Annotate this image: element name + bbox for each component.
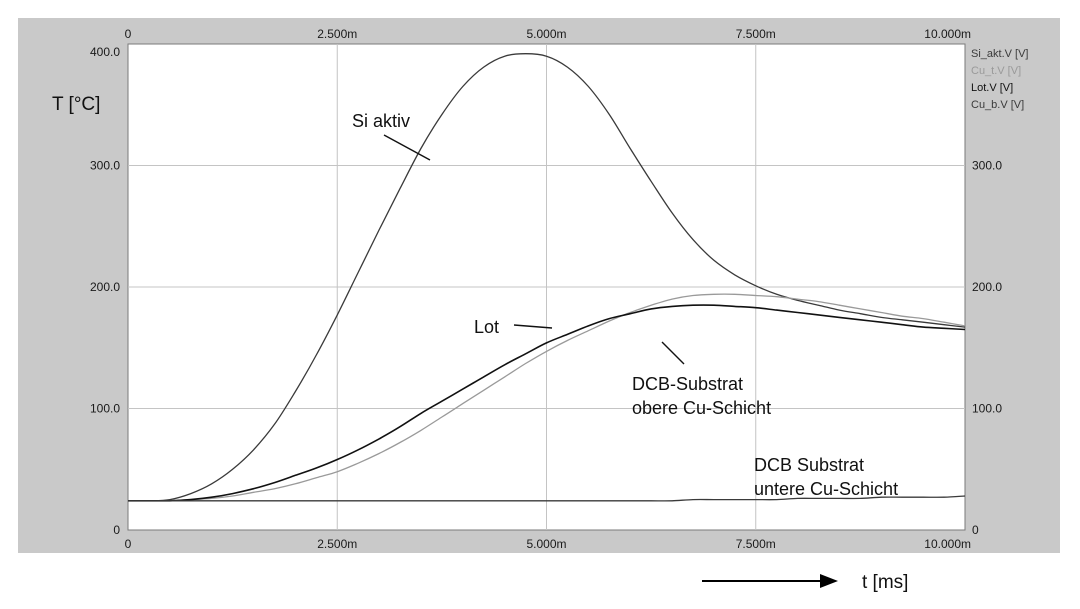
annotation-leader-dcb-top [661,341,685,365]
y-tick-label-left: 0 [113,523,120,537]
annotation-dcb-top-line: DCB-Substrat [632,374,743,394]
legend-entry: Si_akt.V [V] [971,48,1028,60]
grid-lines [128,44,965,530]
x-tick-label-top: 2.500m [317,27,357,41]
legend-entry: Cu_t.V [V] [971,65,1021,77]
y-tick-label-left: 300.0 [90,159,120,173]
y-tick-label-right: 300.0 [972,159,1002,173]
time-arrow [702,574,838,588]
x-tick-label-top: 7.500m [736,27,776,41]
annotation-lot-line: Lot [474,317,499,337]
annotation-si-line: Si aktiv [352,111,410,131]
x-tick-label-bottom: 7.500m [736,537,776,551]
series-line-lot [127,304,966,502]
annotation-dcb-bottom-line: untere Cu-Schicht [754,479,898,499]
x-tick-label-top: 5.000m [526,27,566,41]
y-tick-label-right: 100.0 [972,402,1002,416]
annotations: Si aktiv Lot DCB-Substrat obere Cu-Schicht D… [352,111,898,499]
y-tick-label-right: 0 [972,523,979,537]
y-axis-label: T [°C] [52,94,100,115]
y-tick-label-right: 200.0 [972,280,1002,294]
y-ticks-left: 0 100.0 200.0 300.0 400.0 [90,45,120,537]
y-ticks-right: 0 100.0 200.0 300.0 [972,159,1002,538]
annotation-dcb-top-line: obere Cu-Schicht [632,398,771,418]
x-ticks-top: 0 2.500m 5.000m 7.500m 10.000m [125,27,971,41]
y-tick-label-left: 200.0 [90,280,120,294]
legend-entry: Cu_b.V [V] [971,99,1024,111]
series-line-cu-top [127,293,966,502]
x-axis-label: t [ms] [862,572,908,593]
x-tick-label-top: 10.000m [924,27,971,41]
x-ticks-bottom: 0 2.500m 5.000m 7.500m 10.000m [125,537,971,551]
x-tick-label-bottom: 2.500m [317,537,357,551]
arrow-head [820,574,838,588]
legend-entry: Lot.V [V] [971,82,1013,94]
series-line-si-aktiv [127,53,966,502]
series-layer [127,53,966,502]
y-tick-label-left: 400.0 [90,45,120,59]
x-tick-label-bottom: 0 [125,537,132,551]
series-line-cu-bottom [127,495,966,502]
y-tick-label-left: 100.0 [90,402,120,416]
annotation-dcb-bottom-line: DCB Substrat [754,455,864,475]
x-tick-label-bottom: 10.000m [924,537,971,551]
annotation-leader-lot [513,324,553,329]
annotation-leader-si [383,134,431,161]
legend: Si_akt.V [V] Cu_t.V [V] Lot.V [V] Cu_b.V [V… [971,48,1028,111]
x-tick-label-top: 0 [125,27,132,41]
x-tick-label-bottom: 5.000m [526,537,566,551]
